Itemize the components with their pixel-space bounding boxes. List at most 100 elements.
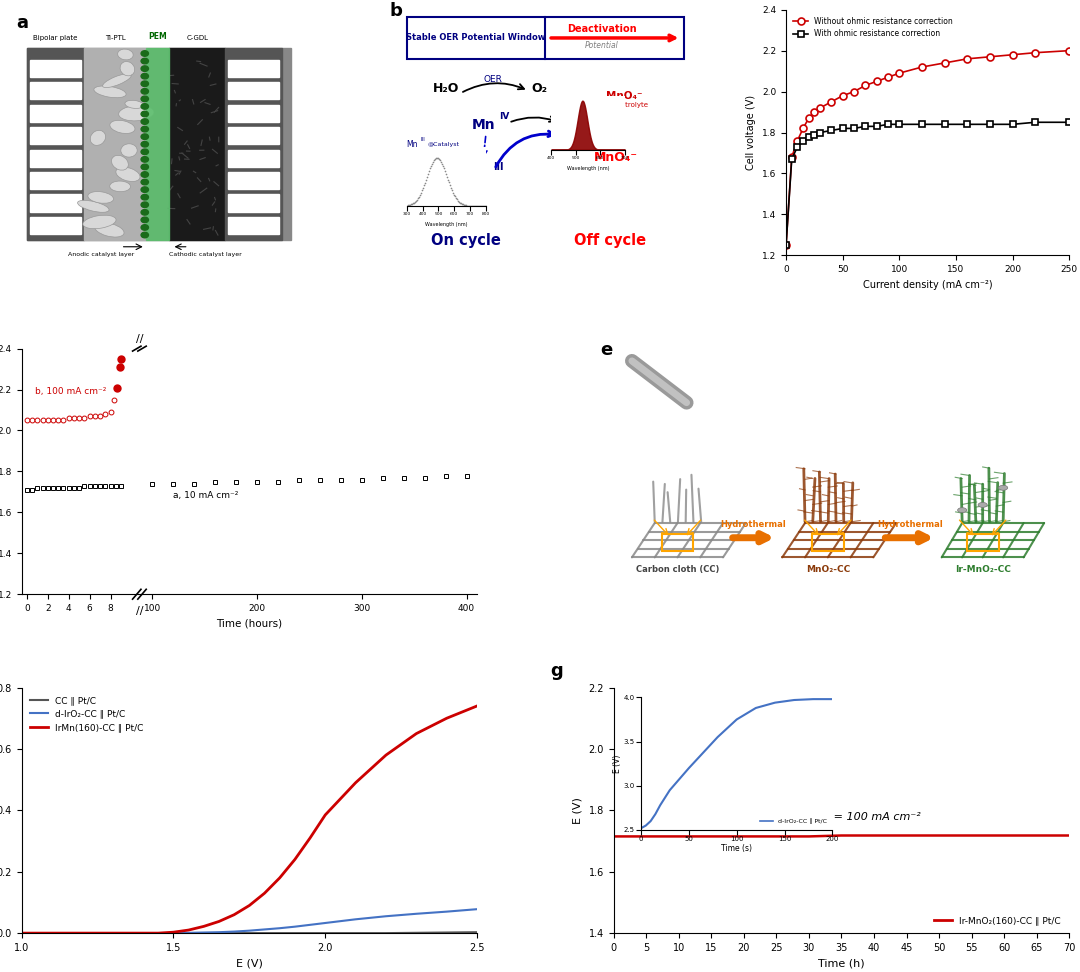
IrMn(160)-CC ∥ Pt/C	[167, 926, 180, 938]
With ohmic resistance correction	[785, 154, 798, 165]
Bar	[228, 217, 280, 234]
Bar	[228, 150, 280, 166]
Bar	[226, 49, 282, 240]
With ohmic resistance correction	[1007, 119, 1020, 130]
Circle shape	[141, 142, 148, 147]
Text: OER: OER	[484, 75, 502, 85]
IrMn(160)-CC ∥ Pt/C	[303, 832, 316, 844]
X-axis label: E (V): E (V)	[235, 958, 262, 968]
With ohmic resistance correction	[791, 141, 804, 153]
d-IrO₂-CC ∥ Pt/C	[15, 927, 28, 939]
CC ∥ Pt/C	[198, 927, 211, 939]
Without ohmic resistance correction	[848, 86, 861, 97]
IrMn(160)-CC ∥ Pt/C	[228, 909, 241, 920]
Line: IrMn(160)-CC ∥ Pt/C: IrMn(160)-CC ∥ Pt/C	[22, 706, 477, 933]
Without ohmic resistance correction	[785, 152, 798, 163]
Text: IV: IV	[499, 112, 510, 122]
With ohmic resistance correction	[939, 119, 951, 130]
Text: Anodic catalyst layer: Anodic catalyst layer	[68, 252, 134, 258]
d-IrO₂-CC ∥ Pt/C	[273, 922, 286, 934]
d-IrO₂-CC ∥ Pt/C	[441, 906, 454, 918]
IrMn(160)-CC ∥ Pt/C	[288, 853, 301, 865]
IrMn(160)-CC ∥ Pt/C	[183, 924, 195, 936]
Legend: CC ∥ Pt/C, d-IrO₂-CC ∥ Pt/C, IrMn(160)-CC ∥ Pt/C: CC ∥ Pt/C, d-IrO₂-CC ∥ Pt/C, IrMn(160)-C…	[26, 692, 147, 735]
With ohmic resistance correction	[859, 121, 872, 132]
d-IrO₂-CC ∥ Pt/C	[106, 927, 119, 939]
With ohmic resistance correction	[813, 126, 826, 138]
IrMn(160)-CC ∥ Pt/C	[106, 927, 119, 939]
Ellipse shape	[116, 167, 140, 182]
Text: Bipolar plate: Bipolar plate	[33, 35, 78, 41]
IrMn(160)-CC ∥ Pt/C	[349, 777, 362, 788]
CC ∥ Pt/C	[379, 927, 392, 939]
CC ∥ Pt/C	[106, 927, 119, 939]
Text: a: a	[16, 14, 28, 32]
d-IrO₂-CC ∥ Pt/C	[45, 927, 58, 939]
Without ohmic resistance correction	[893, 67, 906, 79]
Bar	[30, 150, 81, 166]
Without ohmic resistance correction	[870, 76, 883, 87]
Without ohmic resistance correction	[802, 113, 815, 124]
d-IrO₂-CC ∥ Pt/C	[76, 927, 89, 939]
Circle shape	[141, 58, 148, 64]
With ohmic resistance correction	[893, 119, 906, 130]
Text: Ir-MnO₂-CC: Ir-MnO₂-CC	[955, 565, 1011, 574]
Circle shape	[141, 81, 148, 87]
Circle shape	[141, 187, 148, 192]
Ellipse shape	[83, 215, 116, 228]
CC ∥ Pt/C	[152, 927, 165, 939]
Bar	[228, 105, 280, 122]
d-IrO₂-CC ∥ Pt/C	[213, 926, 226, 938]
Without ohmic resistance correction	[1007, 49, 1020, 60]
Ellipse shape	[91, 130, 106, 146]
Text: Potential: Potential	[585, 41, 619, 50]
Circle shape	[141, 51, 148, 56]
Text: PEM: PEM	[148, 32, 167, 41]
Without ohmic resistance correction	[1063, 45, 1076, 56]
Without ohmic resistance correction	[780, 239, 793, 251]
Bar	[228, 194, 280, 212]
Circle shape	[141, 119, 148, 124]
CC ∥ Pt/C	[410, 927, 423, 939]
CC ∥ Pt/C	[136, 927, 149, 939]
With ohmic resistance correction	[1063, 117, 1076, 128]
With ohmic resistance correction	[961, 119, 974, 130]
Bar	[30, 60, 81, 77]
Bar	[812, 534, 843, 551]
Without ohmic resistance correction	[808, 106, 821, 118]
Bar	[30, 217, 81, 234]
Text: Mn: Mn	[471, 119, 495, 132]
CC ∥ Pt/C	[471, 926, 484, 938]
d-IrO₂-CC ∥ Pt/C	[410, 908, 423, 920]
Y-axis label: E (V): E (V)	[573, 797, 583, 823]
Circle shape	[141, 111, 148, 117]
Bar	[228, 83, 280, 99]
Without ohmic resistance correction	[825, 96, 838, 108]
CC ∥ Pt/C	[15, 927, 28, 939]
Bar	[146, 49, 168, 240]
CC ∥ Pt/C	[441, 926, 454, 938]
CC ∥ Pt/C	[349, 927, 362, 939]
Circle shape	[141, 66, 148, 71]
Text: III: III	[494, 162, 504, 172]
Circle shape	[141, 134, 148, 139]
d-IrO₂-CC ∥ Pt/C	[379, 911, 392, 922]
d-IrO₂-CC ∥ Pt/C	[349, 914, 362, 925]
With ohmic resistance correction	[825, 124, 838, 136]
Without ohmic resistance correction	[813, 102, 826, 114]
Bar	[228, 127, 280, 144]
Circle shape	[141, 104, 148, 109]
d-IrO₂-CC ∥ Pt/C	[471, 903, 484, 915]
Ellipse shape	[110, 121, 135, 133]
Bar	[84, 49, 146, 240]
Bar	[228, 172, 280, 190]
With ohmic resistance correction	[797, 135, 810, 147]
With ohmic resistance correction	[780, 239, 793, 251]
Circle shape	[141, 210, 148, 215]
Bar	[30, 194, 81, 212]
Ellipse shape	[120, 61, 135, 76]
Line: Without ohmic resistance correction: Without ohmic resistance correction	[783, 48, 1072, 249]
CC ∥ Pt/C	[213, 927, 226, 939]
Y-axis label: Cell voltage (V): Cell voltage (V)	[746, 95, 756, 170]
CC ∥ Pt/C	[183, 927, 195, 939]
